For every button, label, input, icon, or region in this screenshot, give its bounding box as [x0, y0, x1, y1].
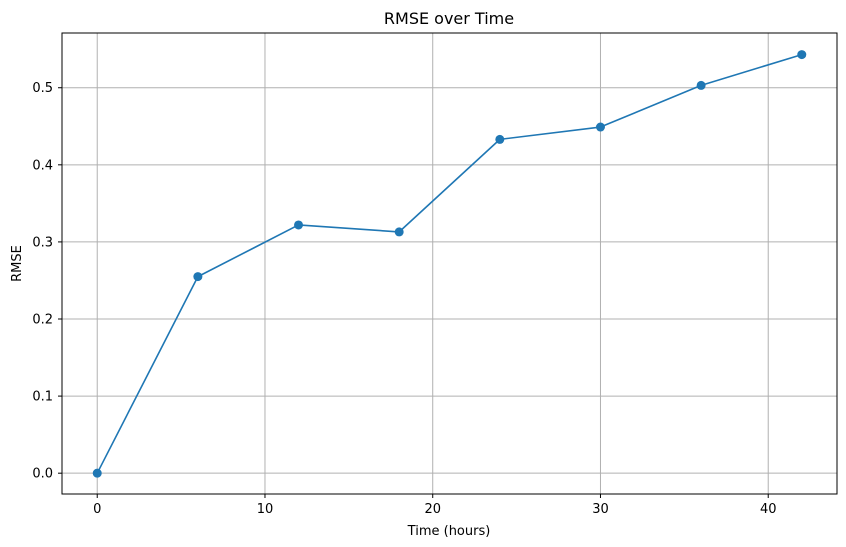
x-axis-label: Time (hours) [407, 524, 491, 539]
chart-title: RMSE over Time [384, 9, 514, 28]
data-point [595, 122, 605, 132]
y-tick-label: 0.3 [32, 235, 53, 250]
data-point [797, 50, 807, 60]
x-tick-label: 10 [257, 502, 274, 517]
data-point [495, 134, 505, 144]
data-point [696, 80, 706, 90]
data-series [92, 50, 807, 478]
data-point [394, 227, 404, 237]
y-axis-label: RMSE [10, 245, 25, 282]
x-tick-label: 0 [93, 502, 101, 517]
data-point [294, 220, 304, 230]
axes-frame [61, 32, 838, 495]
axis-ticks: 0 10 20 30 40 0.0 0.1 0.2 0.3 0.4 0.5 [32, 81, 776, 517]
x-tick-label: 40 [760, 502, 777, 517]
y-tick-label: 0.0 [32, 467, 53, 482]
series-line [96, 53, 803, 474]
y-tick-label: 0.5 [32, 81, 53, 96]
data-point [193, 272, 203, 282]
x-tick-label: 20 [424, 502, 441, 517]
data-point [92, 468, 102, 478]
y-tick-label: 0.4 [32, 158, 53, 173]
x-tick-label: 30 [592, 502, 609, 517]
y-tick-label: 0.1 [32, 390, 53, 405]
y-tick-label: 0.2 [32, 313, 53, 328]
grid-lines [62, 33, 837, 494]
